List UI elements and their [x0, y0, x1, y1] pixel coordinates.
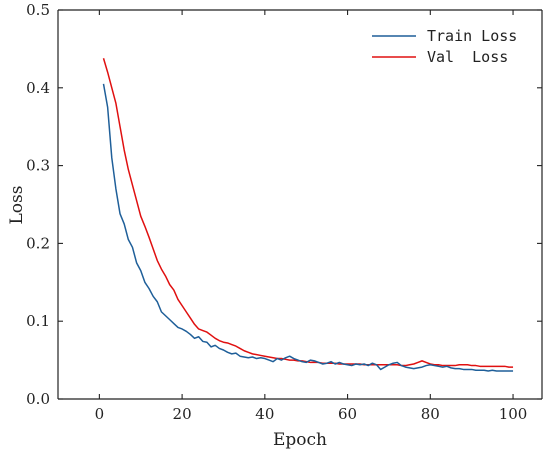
y-tick-label: 0.1: [26, 312, 50, 330]
x-tick-label: 80: [421, 405, 440, 423]
y-tick-label: 0.4: [26, 79, 50, 97]
y-tick-label: 0.0: [26, 390, 50, 408]
y-axis-title: Loss: [7, 186, 27, 225]
x-tick-label: 60: [338, 405, 357, 423]
x-tick-label: 0: [95, 405, 105, 423]
plot-area: [57, 9, 543, 400]
series-lines: [102, 58, 514, 372]
y-tick-label: 0.5: [26, 1, 50, 19]
y-ticks: 0.0 0.1 0.2 0.3 0.4 0.5: [26, 1, 542, 408]
x-tick-label: 100: [499, 405, 528, 423]
x-ticks: 0 20 40 60 80 100: [95, 10, 528, 423]
y-tick-label: 0.3: [26, 157, 50, 175]
legend-val-label: Val Loss: [427, 48, 508, 66]
legend: Train Loss Val Loss: [372, 27, 517, 66]
y-tick-label: 0.2: [26, 234, 50, 252]
train-loss-line: [102, 83, 514, 372]
x-axis-title: Epoch: [273, 430, 327, 450]
legend-train-label: Train Loss: [427, 27, 517, 45]
x-tick-label: 40: [255, 405, 274, 423]
val-loss-line: [102, 58, 514, 368]
x-tick-label: 20: [173, 405, 192, 423]
